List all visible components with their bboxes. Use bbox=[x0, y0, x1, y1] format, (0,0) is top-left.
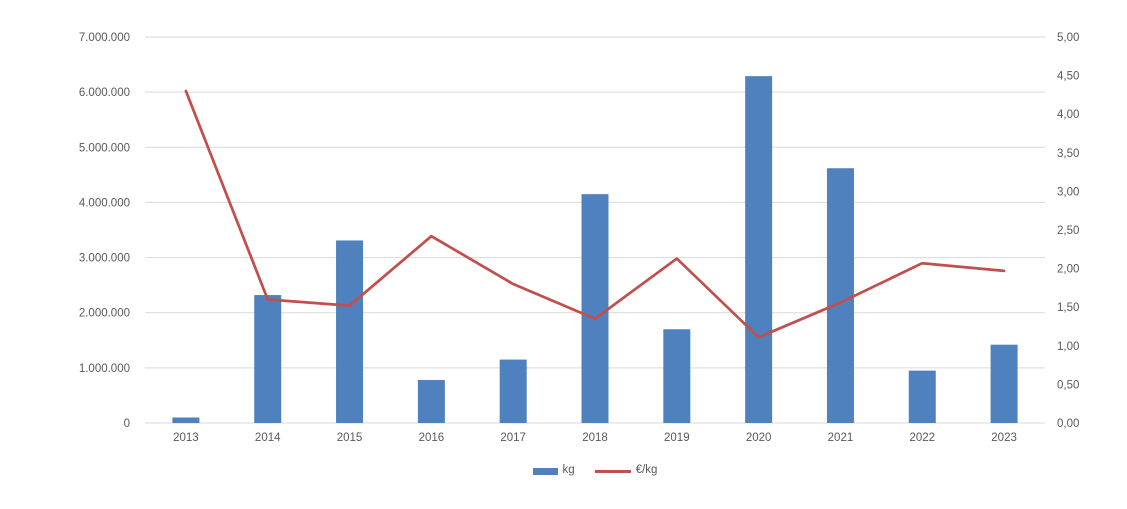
kg-series-label: kg bbox=[562, 464, 575, 477]
y-axis-right-tick-label: 2,50 bbox=[1057, 225, 1079, 237]
bar-2018 bbox=[581, 194, 609, 423]
x-axis-tick-label: 2023 bbox=[991, 432, 1017, 444]
x-axis-tick-label: 2022 bbox=[909, 432, 935, 444]
x-axis-tick-label: 2016 bbox=[419, 432, 445, 444]
y-axis-left-tick-label: 3.000.000 bbox=[79, 253, 130, 265]
y-axis-left-tick-label: 2.000.000 bbox=[79, 308, 130, 320]
y-axis-left-tick-label: 6.000.000 bbox=[79, 87, 130, 99]
x-axis-tick-label: 2015 bbox=[337, 432, 363, 444]
bar-2013 bbox=[172, 417, 200, 423]
y-axis-right-tick-label: 0,50 bbox=[1057, 379, 1079, 391]
x-axis-tick-label: 2021 bbox=[828, 432, 854, 444]
y-axis-left-tick-label: 4.000.000 bbox=[79, 197, 130, 209]
kg-series-swatch-icon bbox=[532, 467, 558, 475]
y-axis-right-tick-label: 5,00 bbox=[1057, 32, 1079, 44]
y-axis-right-tick-label: 3,00 bbox=[1057, 186, 1079, 198]
x-axis-tick-label: 2017 bbox=[500, 432, 526, 444]
legend: kg €/kg bbox=[145, 462, 1045, 480]
x-axis-tick-label: 2019 bbox=[664, 432, 690, 444]
bar-2021 bbox=[826, 168, 854, 423]
bar-2023 bbox=[990, 344, 1018, 423]
x-axis-tick-label: 2020 bbox=[746, 432, 772, 444]
y-axis-right-tick-label: 1,00 bbox=[1057, 341, 1079, 353]
y-axis-left-tick-label: 5.000.000 bbox=[79, 142, 130, 154]
bar-2014 bbox=[254, 295, 282, 423]
eur-per-kg-series-label: €/kg bbox=[635, 464, 658, 477]
eur-per-kg-series-swatch-icon bbox=[594, 469, 631, 473]
bar-2015 bbox=[336, 240, 364, 423]
y-axis-left-tick-label: 0 bbox=[124, 418, 130, 430]
bar-2019 bbox=[663, 329, 691, 423]
bar-2017 bbox=[499, 359, 527, 423]
y-axis-right-tick-label: 0,00 bbox=[1057, 418, 1079, 430]
bar-2022 bbox=[908, 370, 936, 423]
legend-item-kg: kg bbox=[532, 464, 575, 477]
x-axis-tick-label: 2013 bbox=[173, 432, 199, 444]
y-axis-right-tick-label: 4,50 bbox=[1057, 71, 1079, 83]
y-axis-right-tick-label: 1,50 bbox=[1057, 302, 1079, 314]
y-axis-right-tick-label: 3,50 bbox=[1057, 148, 1079, 160]
bar-2020 bbox=[745, 76, 773, 423]
price-per-kg-line bbox=[184, 89, 1006, 339]
legend-item-eur-per-kg: €/kg bbox=[594, 464, 658, 477]
y-axis-right-tick-label: 4,00 bbox=[1057, 109, 1079, 121]
x-axis-tick-label: 2018 bbox=[582, 432, 608, 444]
y-axis-left-tick-label: 7.000.000 bbox=[79, 32, 130, 44]
bar-2016 bbox=[417, 379, 445, 423]
y-axis-right-tick-label: 2,00 bbox=[1057, 264, 1079, 276]
y-axis-left-tick-label: 1.000.000 bbox=[79, 363, 130, 375]
x-axis-tick-label: 2014 bbox=[255, 432, 281, 444]
